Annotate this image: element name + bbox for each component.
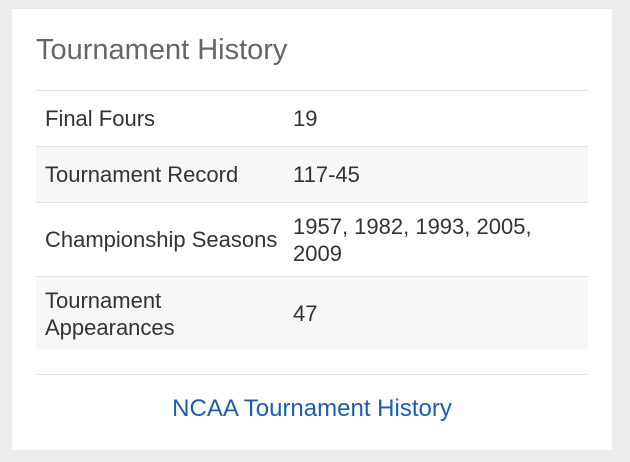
row-label: Final Fours	[45, 106, 156, 131]
row-label: Championship Seasons	[45, 227, 278, 252]
card-title: Tournament History	[36, 34, 288, 66]
row-value: 117-45	[293, 162, 360, 187]
row-value: 19	[293, 106, 318, 131]
table-row: Final Fours 19	[36, 91, 588, 147]
table-row: Tournament Appearances 47	[36, 277, 588, 350]
row-label: Tournament Appearances	[45, 287, 175, 340]
footer-divider	[36, 374, 588, 375]
row-label: Tournament Record	[45, 162, 239, 187]
tournament-history-card: Tournament History Final Fours 19 Tourna…	[12, 9, 612, 450]
row-value: 47	[293, 301, 318, 326]
row-value: 1957, 1982, 1993, 2005, 2009	[293, 213, 532, 266]
ncaa-tournament-history-link[interactable]: NCAA Tournament History	[172, 395, 452, 422]
table-row: Tournament Record 117-45	[36, 147, 588, 203]
table-row: Championship Seasons 1957, 1982, 1993, 2…	[36, 203, 588, 277]
history-table: Final Fours 19 Tournament Record 117-45 …	[36, 90, 588, 350]
